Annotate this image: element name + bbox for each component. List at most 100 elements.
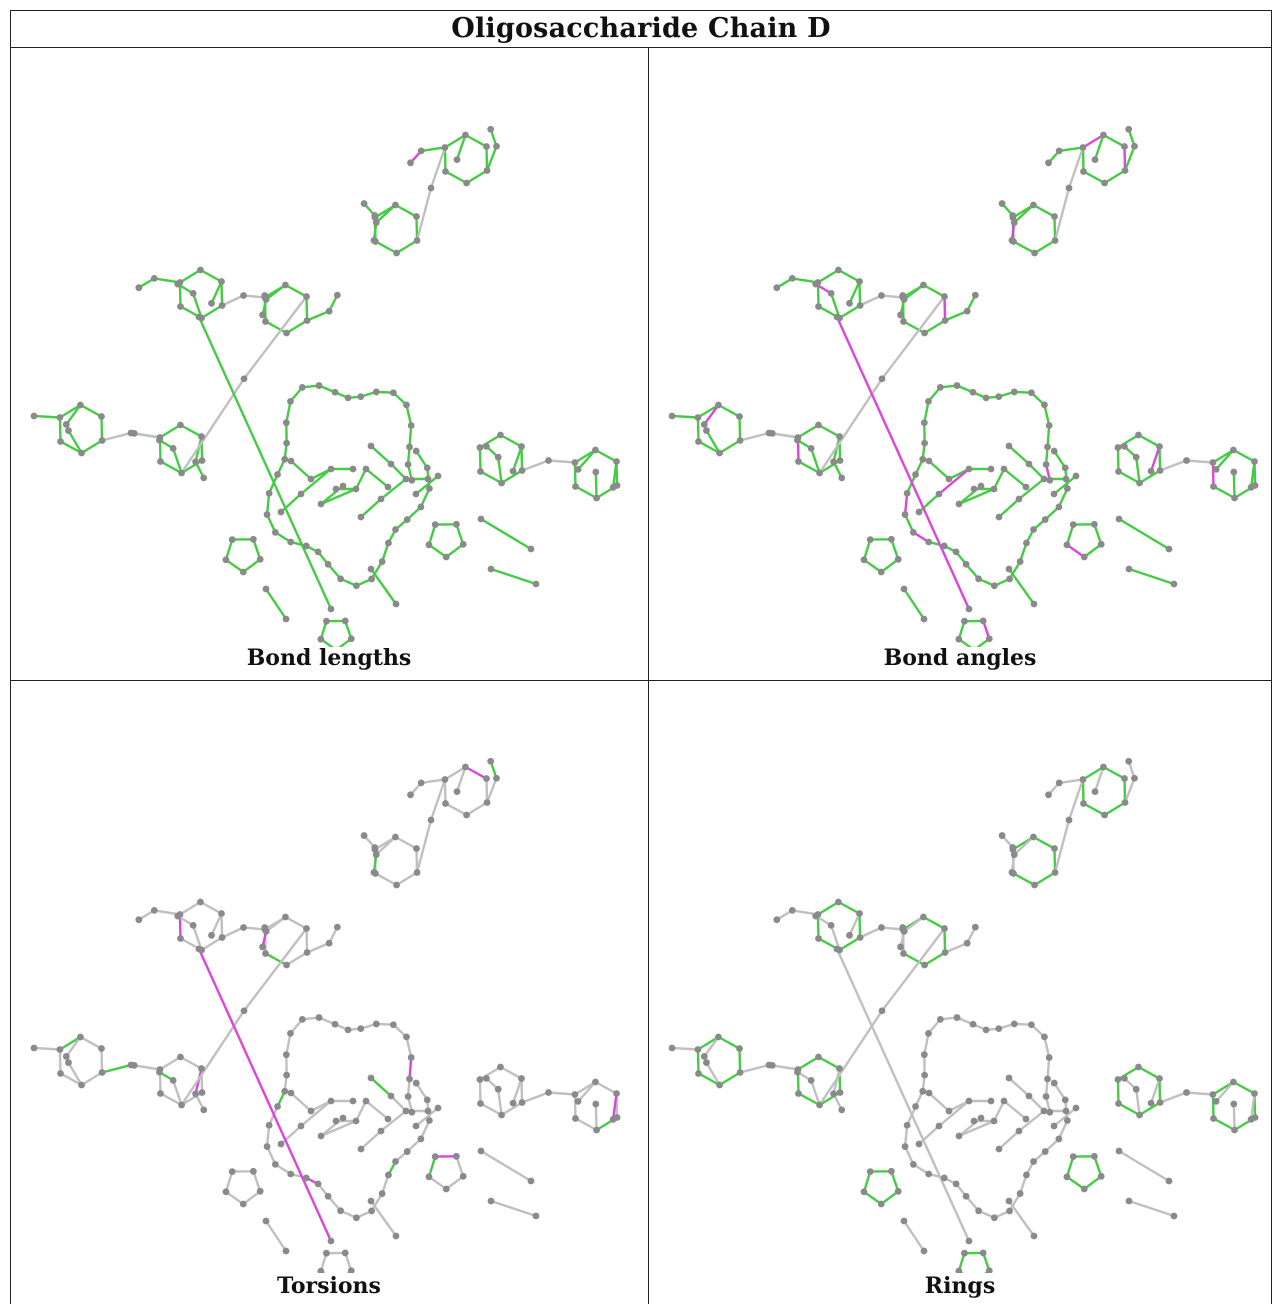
atom (940, 542, 948, 550)
bond (285, 951, 309, 967)
bond (1065, 1155, 1075, 1179)
bond (797, 1092, 821, 1107)
atom (1165, 545, 1173, 553)
atom (174, 912, 182, 920)
atom (265, 1121, 273, 1129)
bond (670, 1046, 700, 1051)
atom (303, 317, 311, 324)
atom (135, 916, 143, 924)
atom (921, 1071, 929, 1079)
bond (890, 538, 900, 561)
atom (877, 568, 885, 576)
bond (279, 492, 303, 514)
atom (1027, 389, 1035, 397)
atom (434, 1104, 442, 1112)
atom (1005, 565, 1013, 573)
atom (442, 168, 449, 175)
atom (287, 1089, 295, 1097)
atom (262, 318, 269, 325)
bond (429, 778, 447, 822)
atom (352, 582, 360, 590)
atom (1063, 541, 1071, 549)
bond (1232, 1102, 1236, 1132)
atom (838, 1106, 846, 1114)
atom (259, 311, 266, 319)
atom (571, 459, 579, 466)
atom (404, 1093, 412, 1100)
atom (998, 200, 1006, 207)
atom (98, 1045, 105, 1052)
atom (192, 1090, 199, 1098)
bond (1212, 485, 1236, 500)
atom (518, 467, 526, 474)
bond (1052, 1106, 1078, 1128)
atom (975, 1207, 982, 1215)
atom (1209, 1091, 1217, 1098)
bond (179, 1055, 203, 1070)
bond (796, 1055, 820, 1071)
atom (344, 394, 352, 402)
bond (718, 439, 742, 455)
atom (925, 1170, 933, 1178)
atom (1230, 1078, 1237, 1086)
atom (1069, 1153, 1077, 1160)
atom (1040, 1107, 1048, 1115)
atom (965, 1237, 973, 1245)
atom (897, 943, 904, 951)
atom (982, 394, 990, 402)
atom (178, 469, 185, 477)
bond (927, 1091, 951, 1113)
atom (463, 179, 470, 187)
atom (1156, 443, 1163, 450)
bond (1093, 523, 1103, 546)
bond (594, 1080, 618, 1095)
bond (1123, 145, 1127, 172)
atom (1251, 1090, 1258, 1097)
atom (452, 520, 460, 528)
bond (992, 467, 1006, 491)
atom (283, 329, 290, 337)
bond (703, 1035, 720, 1058)
atom (987, 465, 995, 473)
atom (788, 274, 796, 282)
bond (443, 133, 467, 149)
bonds-group (32, 760, 619, 1273)
atom (971, 923, 979, 931)
atom (1051, 869, 1059, 876)
bond (197, 315, 333, 611)
atom (613, 458, 620, 465)
atom (441, 776, 449, 783)
bond (1033, 239, 1057, 255)
bond (305, 927, 309, 954)
atom (990, 582, 998, 590)
bond (611, 1092, 618, 1121)
bond (414, 474, 440, 496)
atom (392, 201, 399, 209)
atom (1230, 468, 1238, 476)
atom (197, 266, 204, 274)
atom (1132, 453, 1140, 461)
atom (925, 1089, 933, 1097)
atom (1010, 851, 1018, 858)
atom (1100, 763, 1107, 771)
atom (1080, 1185, 1088, 1193)
bond (573, 461, 577, 488)
atom (1030, 600, 1038, 608)
atom (963, 939, 971, 947)
atom (413, 869, 421, 876)
atom (198, 433, 205, 440)
bond (464, 765, 488, 780)
bond (354, 467, 368, 491)
bond (858, 294, 883, 307)
bond (1065, 1175, 1086, 1191)
bond (1123, 145, 1136, 172)
bond (902, 587, 926, 621)
atom (807, 444, 815, 452)
bond (199, 268, 223, 283)
atom (287, 1029, 294, 1037)
bond (79, 1035, 103, 1050)
bond (880, 927, 946, 1012)
atom (736, 437, 744, 444)
bond (862, 558, 883, 574)
bond (838, 304, 862, 320)
